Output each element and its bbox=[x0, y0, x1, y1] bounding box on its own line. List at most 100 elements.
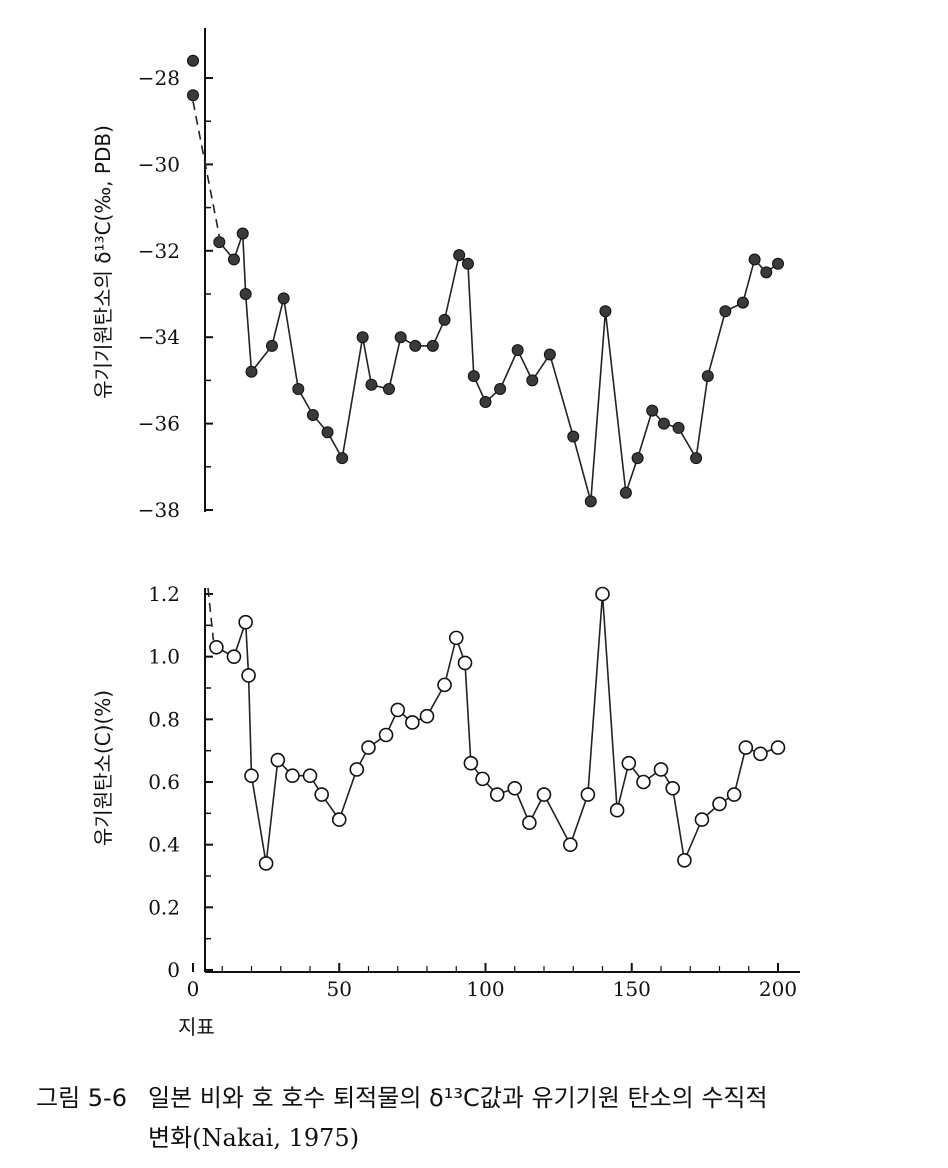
top-data-point bbox=[646, 404, 659, 417]
bottom-data-point bbox=[302, 768, 318, 784]
top-data-point bbox=[336, 452, 349, 465]
bottom-data-point bbox=[258, 856, 274, 871]
bottom-series bbox=[207, 586, 786, 871]
top-data-point bbox=[321, 426, 334, 439]
bottom-data-point bbox=[238, 614, 253, 630]
top-data-point bbox=[461, 257, 474, 270]
figure-caption: 그림 5-6 일본 비와 호 호수 퇴적물의 δ¹³C값과 유기기원 탄소의 수직… bbox=[36, 1078, 916, 1158]
bottom-data-point bbox=[448, 630, 464, 646]
bottom-data-point bbox=[361, 740, 376, 755]
top-data-point bbox=[265, 339, 278, 352]
bottom-y-tick-label: 0.6 bbox=[148, 770, 180, 794]
bottom-y-ticks: 0 0.2 0.4 0.6 0.8 1.0 1.2 bbox=[148, 582, 213, 982]
top-data-point bbox=[277, 292, 290, 305]
top-data-point bbox=[631, 452, 644, 465]
top-data-point bbox=[213, 236, 226, 249]
bottom-data-point bbox=[609, 802, 625, 818]
top-y-tick-label: −32 bbox=[138, 239, 180, 263]
top-y-tick-label: −36 bbox=[138, 412, 180, 436]
top-data-point bbox=[511, 344, 524, 357]
top-y-tick-label: −34 bbox=[138, 325, 180, 349]
top-data-point bbox=[701, 370, 714, 383]
bottom-y-tick-label: 0.4 bbox=[148, 833, 180, 857]
top-data-point bbox=[584, 495, 597, 508]
bottom-data-point bbox=[390, 702, 406, 718]
top-data-point bbox=[382, 383, 395, 396]
top-data-point bbox=[760, 266, 773, 279]
bottom-data-point bbox=[419, 708, 435, 724]
bottom-data-point bbox=[507, 780, 523, 796]
bottom-data-point bbox=[331, 812, 347, 827]
bottom-data-point bbox=[580, 787, 596, 802]
top-data-point bbox=[567, 430, 580, 443]
top-data-point bbox=[356, 331, 369, 344]
top-data-point bbox=[426, 339, 439, 352]
bottom-data-point bbox=[241, 668, 256, 683]
x-tick-label: 100 bbox=[466, 977, 504, 1001]
top-data-point bbox=[719, 305, 732, 318]
carbon-panel: 0 0.2 0.4 0.6 0.8 1.0 1.2 0 50 100 150 200 유기원탄소(C… bbox=[91, 582, 800, 1039]
top-data-point bbox=[467, 370, 480, 383]
x-tick-label: 0 bbox=[187, 977, 200, 1001]
top-data-point bbox=[543, 348, 556, 361]
x-axis-label: 지표 bbox=[178, 1015, 215, 1039]
top-dashed-segment bbox=[192, 101, 221, 237]
top-data-point bbox=[657, 417, 670, 430]
top-data-point bbox=[672, 421, 685, 434]
top-y-tick-label: −38 bbox=[138, 498, 180, 522]
delta13c-panel: −28 −30 −32 −34 −36 −38 유기기원탄소의 δ¹³C(‰, PDB) bbox=[91, 28, 784, 522]
bottom-data-point bbox=[522, 815, 537, 831]
bottom-dashed-segment bbox=[207, 587, 215, 641]
bottom-data-point bbox=[595, 586, 610, 602]
caption-number: 그림 5-6 bbox=[36, 1084, 127, 1112]
top-data-point bbox=[453, 249, 466, 262]
top-data-point bbox=[409, 339, 422, 352]
bottom-data-point bbox=[244, 768, 259, 784]
top-series bbox=[187, 54, 784, 508]
top-data-point bbox=[736, 296, 749, 309]
top-y-tick-label: −28 bbox=[138, 66, 180, 90]
bottom-y-tick-label: 0.2 bbox=[148, 895, 180, 919]
bottom-data-point bbox=[653, 762, 669, 777]
top-data-point bbox=[438, 313, 451, 326]
bottom-data-point bbox=[463, 755, 479, 771]
bottom-data-point bbox=[489, 787, 505, 802]
bottom-data-point bbox=[536, 787, 552, 802]
bottom-data-point bbox=[770, 740, 786, 755]
top-data-point bbox=[772, 257, 784, 270]
bottom-data-point bbox=[405, 715, 420, 730]
x-tick-label: 200 bbox=[759, 977, 797, 1001]
bottom-data-point bbox=[621, 755, 637, 771]
top-data-point bbox=[394, 331, 407, 344]
bottom-data-point bbox=[457, 655, 473, 671]
bottom-data-point bbox=[694, 812, 710, 827]
bottom-data-point bbox=[209, 639, 224, 655]
top-data-point bbox=[619, 486, 632, 499]
bottom-data-point bbox=[475, 771, 490, 787]
bottom-series-line bbox=[216, 593, 779, 864]
top-data-point bbox=[236, 227, 249, 240]
top-y-ticks: −28 −30 −32 −34 −36 −38 bbox=[138, 66, 213, 522]
bottom-y-axis-label: 유기원탄소(C)(%) bbox=[91, 690, 115, 846]
bottom-data-point bbox=[677, 853, 692, 868]
bottom-data-point bbox=[285, 768, 300, 784]
top-data-point bbox=[292, 383, 305, 396]
x-ticks: 0 50 100 150 200 bbox=[187, 963, 797, 1001]
x-tick-label: 50 bbox=[327, 977, 352, 1001]
bottom-data-point bbox=[665, 780, 681, 796]
top-data-point bbox=[306, 408, 319, 421]
bottom-data-point bbox=[563, 837, 578, 852]
bottom-data-point bbox=[712, 796, 727, 812]
top-data-point bbox=[365, 378, 378, 391]
top-data-point bbox=[187, 54, 199, 67]
bottom-data-point bbox=[738, 740, 754, 755]
x-tick-label: 150 bbox=[613, 977, 651, 1001]
bottom-data-point bbox=[378, 727, 394, 743]
top-data-point bbox=[748, 253, 761, 266]
bottom-data-point bbox=[437, 677, 452, 693]
bottom-data-point bbox=[226, 649, 242, 664]
top-y-axis-label: 유기기원탄소의 δ¹³C(‰, PDB) bbox=[91, 125, 115, 399]
bottom-y-tick-label: 1.0 bbox=[148, 645, 180, 669]
top-data-point bbox=[245, 365, 258, 378]
